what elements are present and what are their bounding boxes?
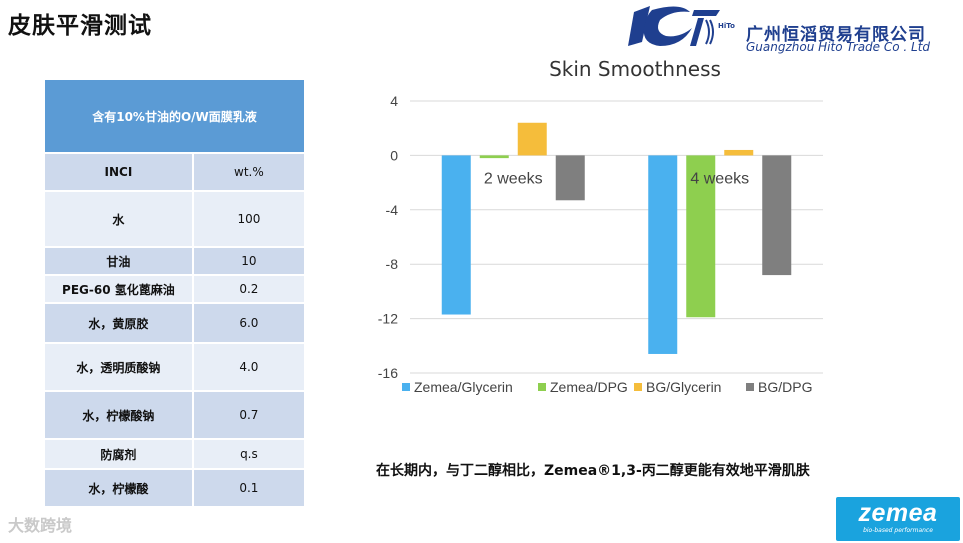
table-row: 水，柠檬酸 0.1 [43, 468, 307, 508]
inci-cell: 甘油 [43, 246, 194, 276]
category-label: 2 weeks [484, 170, 543, 187]
table-title: 含有10%甘油的O/W面膜乳液 [43, 78, 306, 154]
column-header-inci: INCI [43, 152, 194, 192]
table-row: 水，柠檬酸钠 0.7 [43, 390, 307, 440]
inci-cell: 水，透明质酸钠 [43, 342, 194, 392]
skin-smoothness-chart: 4 0 -4 -8 -12 -16 2 weeks 4 weeks Zemea/Glycerin… [378, 93, 823, 395]
column-header-wt: wt.% [191, 152, 307, 192]
wt-cell: 4.0 [191, 342, 307, 392]
zemea-wordmark: zemea [858, 499, 938, 527]
legend-swatch [634, 383, 642, 391]
legend-label: BG/Glycerin [646, 379, 721, 395]
y-tick-label: -8 [386, 256, 399, 272]
legend-label: Zemea/DPG [550, 379, 628, 395]
bar [555, 155, 585, 201]
table-row: 甘油 10 [43, 246, 307, 276]
bar [724, 149, 754, 156]
bar [686, 155, 716, 318]
chart-title: Skin Smoothness [549, 57, 721, 81]
page-title: 皮肤平滑测试 [8, 13, 152, 39]
bar [762, 155, 792, 276]
company-name-cn: 广州恒滔贸易有限公司 [746, 25, 926, 45]
bar [441, 155, 471, 315]
inci-cell: 水，柠檬酸 [43, 468, 194, 508]
table-row: 防腐剂 q.s [43, 438, 307, 470]
inci-cell: 水 [43, 190, 194, 248]
wt-cell: 10 [191, 246, 307, 276]
wt-cell: 0.2 [191, 274, 307, 304]
y-tick-label: -4 [386, 202, 399, 218]
table-row: 水 100 [43, 190, 307, 248]
table-row: 水，黄原胶 6.0 [43, 302, 307, 344]
inci-cell: 防腐剂 [43, 438, 194, 470]
wt-cell: 0.1 [191, 468, 307, 508]
inci-cell: 水，柠檬酸钠 [43, 390, 194, 440]
zemea-badge: zemea bio-based performance [836, 497, 960, 541]
wt-cell: 0.7 [191, 390, 307, 440]
zemea-tagline: bio-based performance [863, 527, 933, 534]
category-label: 4 weeks [690, 170, 749, 187]
bar [479, 155, 509, 159]
wt-cell: q.s [191, 438, 307, 470]
company-logo: HiTo 广州恒滔贸易有限公司 Guangzhou Hito Trade Co … [620, 2, 955, 58]
legend-label: Zemea/Glycerin [414, 379, 513, 395]
bar [648, 155, 678, 354]
table-row: PEG-60 氢化蓖麻油 0.2 [43, 274, 307, 304]
watermark: 大数跨境 [8, 516, 73, 535]
inci-cell: PEG-60 氢化蓖麻油 [43, 274, 194, 304]
bar [517, 122, 547, 156]
y-tick-label: 4 [390, 93, 398, 109]
y-tick-label: -12 [378, 311, 398, 327]
legend-swatch [746, 383, 754, 391]
table-row: 水，透明质酸钠 4.0 [43, 342, 307, 392]
legend-swatch [402, 383, 410, 391]
logo-mark-text: HiTo [718, 22, 735, 30]
company-logo-mark: HiTo [628, 6, 735, 47]
conclusion-text: 在长期内，与丁二醇相比，Zemea®1,3-丙二醇更能有效地平滑肌肤 [376, 463, 810, 479]
legend-label: BG/DPG [758, 379, 812, 395]
y-tick-label: -16 [378, 365, 398, 381]
wt-cell: 6.0 [191, 302, 307, 344]
legend-swatch [538, 383, 546, 391]
company-name-en: Guangzhou Hito Trade Co . Ltd [746, 40, 931, 54]
inci-cell: 水，黄原胶 [43, 302, 194, 344]
wt-cell: 100 [191, 190, 307, 248]
formula-table: 含有10%甘油的O/W面膜乳液 INCI wt.% 水 100 甘油 10 PE… [43, 78, 307, 508]
y-tick-label: 0 [390, 147, 398, 163]
